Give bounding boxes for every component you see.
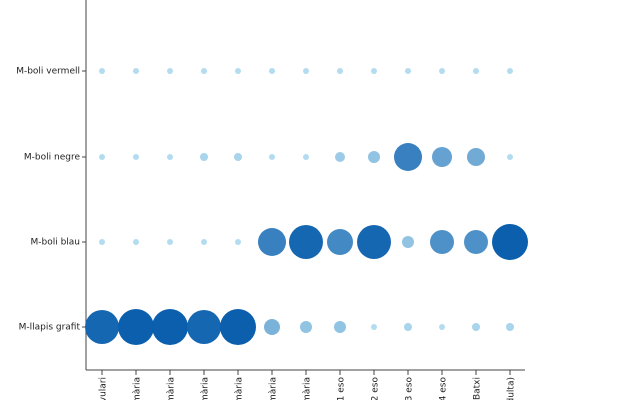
bubble [439, 68, 445, 74]
bubble [337, 68, 343, 74]
bubble [334, 321, 346, 333]
bubble [200, 153, 208, 161]
bubble [167, 154, 173, 160]
y-tick-label: M-boli negre [24, 153, 81, 163]
bubble [439, 324, 445, 330]
x-tick-label: 4 eso [439, 377, 449, 400]
x-tick-label: imària [235, 377, 245, 400]
y-tick-label: M-boli vermell [16, 67, 80, 77]
bubble [201, 239, 207, 245]
bubble [472, 323, 480, 331]
bubble [300, 321, 312, 333]
bubble [357, 225, 391, 259]
x-tick-label: 2 eso [371, 377, 381, 400]
bubble [335, 152, 345, 162]
bubble [473, 68, 479, 74]
bubble [133, 68, 139, 74]
bubble [133, 154, 139, 160]
x-tick-label: 3 eso [405, 377, 415, 400]
y-tick-label: M-llapis grafit [19, 323, 81, 333]
bubble [368, 151, 380, 163]
x-tick-label: Batxi [473, 377, 483, 400]
bubble [85, 310, 119, 344]
bubble [405, 68, 411, 74]
x-tick-label: imària [133, 377, 143, 400]
x-tick-label: dulta) [507, 377, 517, 400]
x-tick-label: imària [303, 377, 313, 400]
bubble [99, 154, 105, 160]
bubble [187, 310, 221, 344]
bubble [269, 154, 275, 160]
bubble [99, 239, 105, 245]
bubble [371, 68, 377, 74]
bubble [303, 154, 309, 160]
bubble [507, 68, 513, 74]
bubble [234, 153, 242, 161]
bubble [201, 68, 207, 74]
bubble [432, 147, 452, 167]
bubble [492, 224, 528, 260]
bubble [371, 324, 377, 330]
bubble [264, 319, 280, 335]
bubble [235, 239, 241, 245]
bubble [507, 154, 513, 160]
bubble [269, 68, 275, 74]
x-tick-label: imària [201, 377, 211, 400]
bubble [430, 230, 454, 254]
bubble [152, 309, 188, 345]
x-tick-label: imària [269, 377, 279, 400]
bubble [402, 236, 414, 248]
bubble [289, 225, 323, 259]
bubble [99, 68, 105, 74]
bubble [258, 228, 286, 256]
bubble [303, 68, 309, 74]
y-tick-label: M-boli blau [30, 238, 80, 248]
bubble [467, 148, 485, 166]
bubble [464, 230, 488, 254]
bubble [167, 239, 173, 245]
bubble [394, 143, 422, 171]
bubble [327, 229, 353, 255]
bubble [133, 239, 139, 245]
bubble [404, 323, 412, 331]
bubble [506, 323, 514, 331]
x-tick-label: 1 eso [337, 377, 347, 400]
bubble [220, 309, 256, 345]
bubble [235, 68, 241, 74]
bubble [118, 309, 154, 345]
x-tick-label: imària [167, 377, 177, 400]
bubble [167, 68, 173, 74]
x-tick-label: rvulari [99, 377, 109, 400]
